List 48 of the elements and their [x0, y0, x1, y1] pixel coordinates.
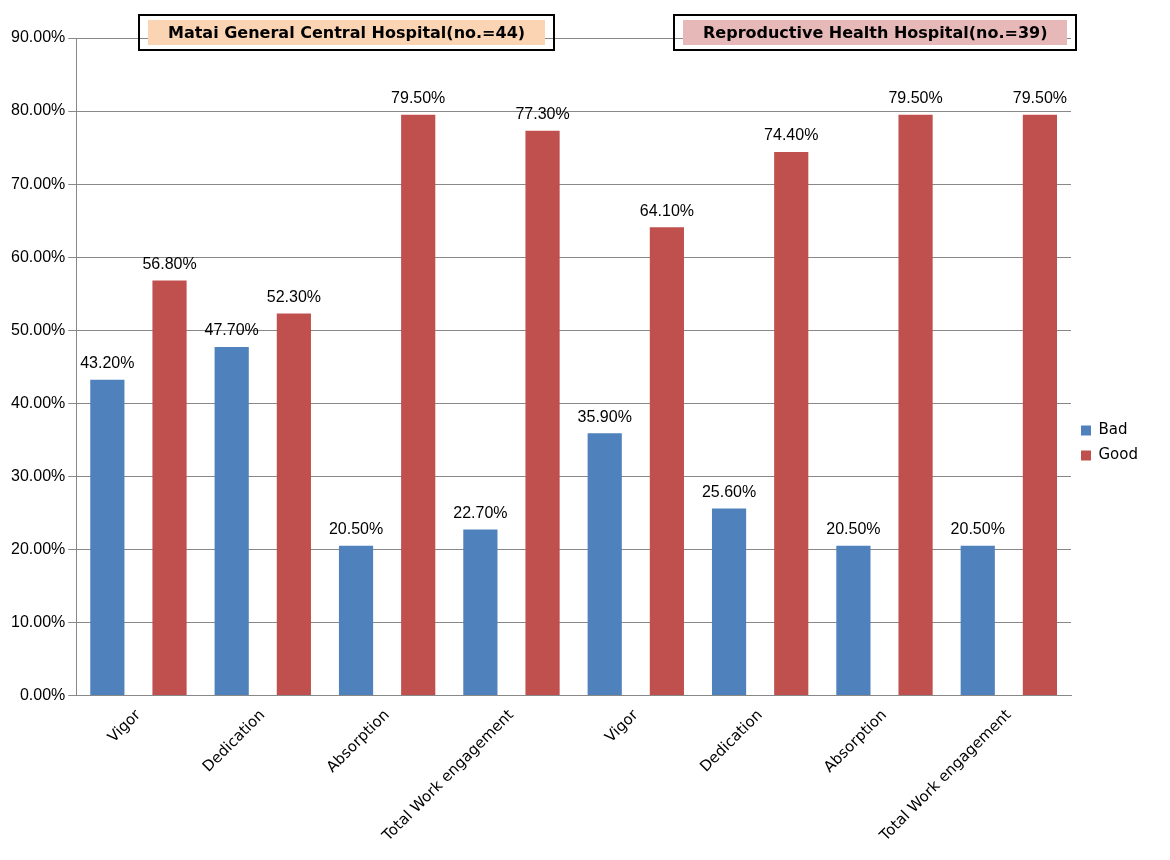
y-tick-label: 0.00% [19, 685, 66, 703]
framed-note: Reproductive Health Hospital(no.=39) [673, 14, 1078, 51]
bar [587, 433, 622, 695]
data-label: 47.70% [204, 321, 259, 339]
bar [214, 346, 249, 695]
y-tick-label: 90.00% [11, 28, 66, 46]
bar [338, 545, 374, 695]
y-tick-label: 10.00% [11, 612, 66, 630]
data-label: 79.50% [888, 89, 943, 107]
legend-label: Bad [1098, 420, 1128, 439]
bar [401, 114, 436, 695]
y-tick-label: 80.00% [11, 101, 66, 119]
bar [90, 379, 125, 695]
y-tick-label: 60.00% [11, 247, 66, 265]
bar [152, 280, 187, 695]
y-tick-label: 40.00% [11, 393, 66, 411]
data-label: 52.30% [266, 287, 321, 305]
bar [1022, 114, 1058, 695]
data-label: 64.10% [639, 201, 695, 219]
annotation: Matai General Central Hospital(no.=44) [148, 20, 546, 45]
bar [525, 130, 560, 695]
framed-note: Matai General Central Hospital(no.=44) [138, 14, 556, 51]
data-label: 22.70% [453, 504, 508, 522]
y-tick-label: 70.00% [11, 174, 66, 192]
data-label: 79.50% [1012, 89, 1068, 107]
bar [276, 313, 311, 695]
y-tick-label: 20.00% [11, 539, 66, 557]
bar [836, 545, 871, 695]
bar [960, 545, 995, 695]
y-tick-label: 50.00% [11, 320, 66, 338]
bar [898, 114, 933, 695]
data-label: 20.50% [950, 520, 1005, 538]
data-label: 56.80% [142, 254, 197, 272]
data-label: 35.90% [577, 407, 632, 425]
data-label: 79.50% [391, 89, 446, 107]
legend-label: Good [1098, 445, 1138, 464]
data-label: 77.30% [515, 105, 570, 123]
y-tick-label: 30.00% [11, 466, 66, 484]
data-label: 25.60% [701, 482, 757, 500]
bar [649, 227, 684, 695]
data-label: 74.40% [764, 126, 819, 144]
bar [711, 508, 747, 695]
bar [463, 529, 498, 695]
data-label: 20.50% [826, 520, 881, 538]
annotation: Reproductive Health Hospital(no.=39) [683, 20, 1068, 45]
data-label: 20.50% [328, 520, 384, 538]
data-label: 43.20% [80, 354, 135, 372]
bar [774, 151, 809, 695]
